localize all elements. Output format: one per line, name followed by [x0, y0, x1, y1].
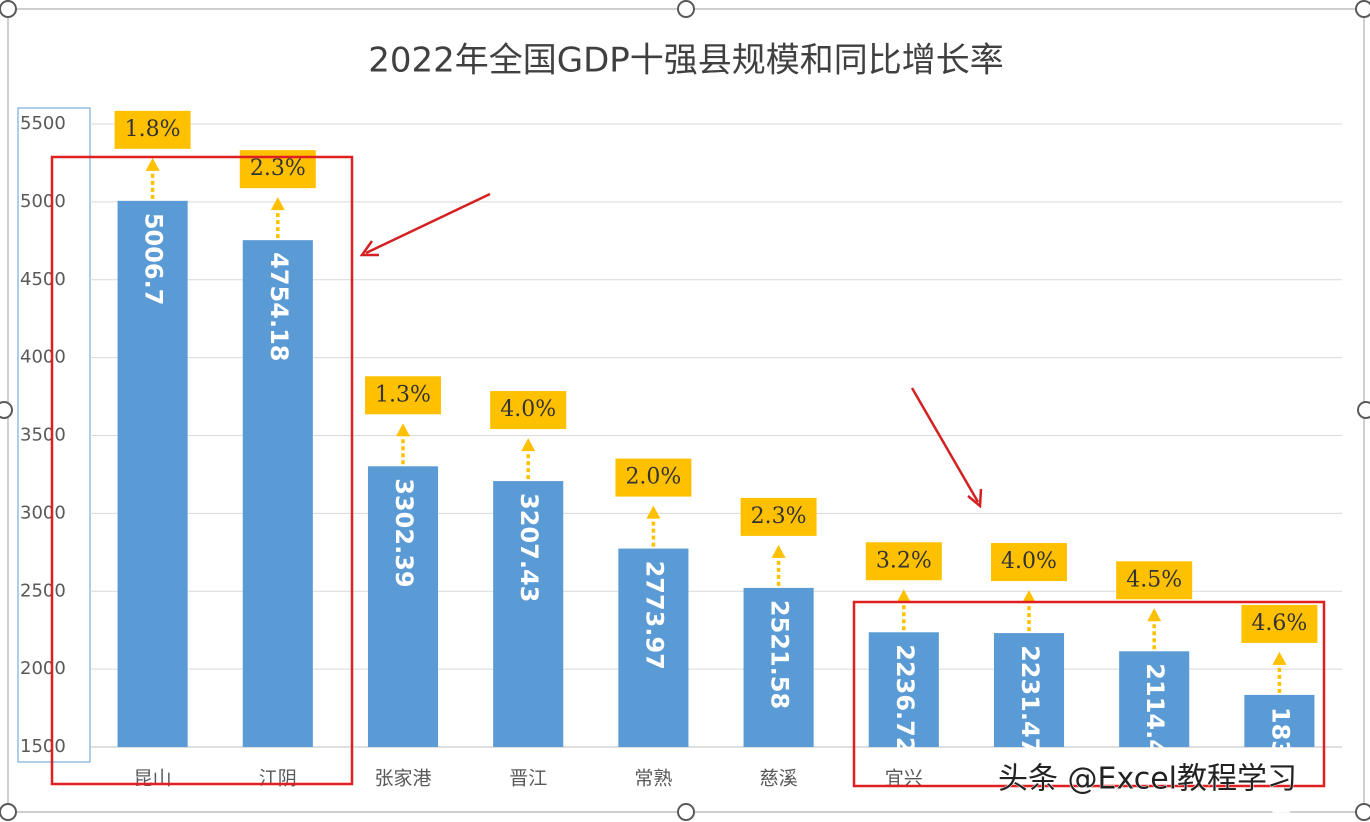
bar — [618, 548, 689, 747]
y-tick-label: 2000 — [20, 658, 66, 679]
y-tick-label: 2500 — [20, 580, 66, 601]
data-label: 2236.72 — [891, 644, 919, 753]
x-tick-label: 晋江 — [509, 768, 547, 790]
y-tick-label: 1500 — [20, 736, 66, 757]
chart-title: 2022年全国GDP十强县规模和同比增长率 — [368, 41, 1004, 81]
bar — [1244, 694, 1315, 747]
growth-label: 4.5% — [1126, 567, 1182, 592]
bar — [367, 466, 439, 747]
growth-arrowhead — [896, 589, 911, 603]
x-tick-label: 慈溪 — [760, 768, 798, 790]
bar — [743, 587, 814, 747]
growth-label: 3.2% — [876, 548, 932, 573]
growth-box — [1241, 604, 1318, 643]
growth-box — [991, 543, 1067, 582]
watermark: 头条 @Excel教程学习 — [998, 762, 1297, 797]
growth-arrowhead — [771, 544, 786, 558]
y-tick-label: 4000 — [20, 347, 66, 368]
data-label: 2231.47 — [1016, 645, 1044, 754]
growth-arrowhead — [1147, 608, 1162, 622]
bar — [242, 240, 313, 747]
data-label: 1834.54 — [1266, 707, 1294, 816]
growth-box — [114, 110, 191, 149]
y-tick-label: 5000 — [20, 191, 66, 212]
x-tick-label: 昆山 — [134, 768, 172, 790]
bar — [993, 633, 1065, 747]
bar — [1119, 651, 1190, 747]
y-tick-label: 4500 — [20, 269, 66, 290]
data-label: 2521.58 — [766, 600, 794, 709]
growth-arrowhead — [396, 423, 410, 437]
highlight-box — [852, 600, 1326, 788]
growth-arrowhead — [1272, 651, 1287, 665]
growth-box — [615, 458, 692, 497]
data-label: 2773.97 — [640, 561, 668, 670]
x-tick-label: 宜兴 — [885, 768, 923, 790]
growth-label: 2.3% — [250, 156, 306, 181]
highlight-box — [50, 155, 354, 786]
growth-arrowhead — [646, 505, 661, 519]
data-label: 3302.39 — [390, 478, 418, 587]
growth-arrowhead — [270, 197, 285, 211]
growth-label: 1.8% — [125, 117, 181, 142]
bar — [493, 481, 564, 747]
growth-box — [1116, 561, 1193, 600]
growth-arrowhead — [521, 438, 536, 452]
growth-box — [865, 542, 942, 581]
growth-box — [740, 497, 817, 536]
growth-label: 4.6% — [1251, 611, 1307, 636]
bar — [868, 632, 939, 747]
growth-label: 2.3% — [751, 504, 807, 529]
data-label: 5006.7 — [140, 213, 168, 306]
growth-label: 2.0% — [625, 465, 681, 490]
x-tick-label: 常熟 — [634, 768, 672, 790]
y-tick-label: 3500 — [20, 425, 66, 446]
y-tick-label: 5500 — [20, 113, 66, 134]
growth-arrowhead — [1022, 590, 1036, 604]
growth-arrowhead — [145, 157, 160, 171]
x-tick-label: 江阴 — [259, 768, 297, 790]
growth-box — [490, 391, 567, 430]
data-label: 4754.18 — [265, 252, 293, 361]
x-tick-label: 张家港 — [374, 768, 431, 790]
pointer-arrow — [359, 192, 983, 509]
y-tick-label: 3000 — [20, 502, 66, 523]
growth-label: 4.0% — [1001, 549, 1057, 574]
plot-area: 1500 2000 2500 3000 3500 4000 4500 5000 5500 昆山 50… — [20, 110, 1342, 816]
growth-label: 1.3% — [375, 382, 431, 407]
growth-box — [365, 376, 441, 415]
bar — [117, 200, 188, 747]
data-label: 3207.43 — [515, 493, 543, 602]
data-label: 2114.42 — [1141, 663, 1169, 772]
growth-label: 4.0% — [500, 397, 556, 422]
